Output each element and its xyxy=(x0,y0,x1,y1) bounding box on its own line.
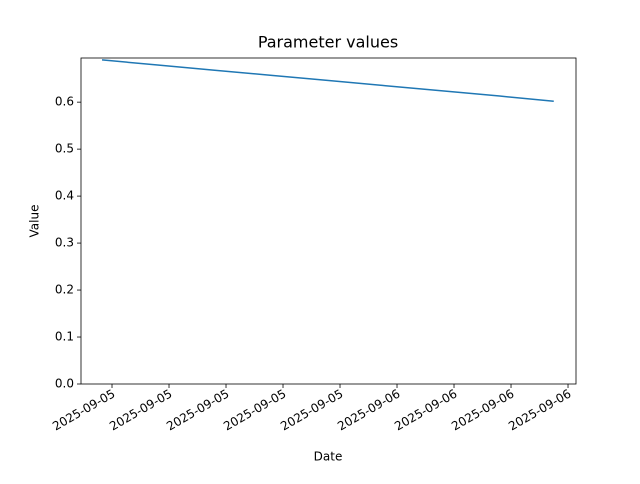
chart-title: Parameter values xyxy=(258,33,398,52)
x-tick-label: 2025-09-06 xyxy=(392,386,459,433)
data-line xyxy=(101,59,554,102)
x-tick-label: 2025-09-05 xyxy=(164,386,231,433)
y-tick-label: 0.4 xyxy=(55,189,74,203)
x-tick-label: 2025-09-05 xyxy=(50,386,117,433)
x-tick-label: 2025-09-05 xyxy=(278,386,345,433)
x-tick-label: 2025-09-06 xyxy=(449,386,516,433)
x-tick-label: 2025-09-05 xyxy=(221,386,288,433)
y-tick-label: 0.5 xyxy=(55,142,74,156)
y-tick-label: 0.3 xyxy=(55,236,74,250)
x-tick-label: 2025-09-06 xyxy=(335,386,402,433)
x-tick-label: 2025-09-06 xyxy=(506,386,573,433)
plot-frame xyxy=(80,57,577,385)
x-tick-label: 2025-09-05 xyxy=(107,386,174,433)
y-tick-label: 0.1 xyxy=(55,330,74,344)
y-tick-label: 0.6 xyxy=(55,95,74,109)
y-axis-label: Value xyxy=(28,205,42,238)
x-axis-label: Date xyxy=(314,450,343,464)
y-tick-label: 0.0 xyxy=(55,377,74,391)
y-tick-label: 0.2 xyxy=(55,283,74,297)
